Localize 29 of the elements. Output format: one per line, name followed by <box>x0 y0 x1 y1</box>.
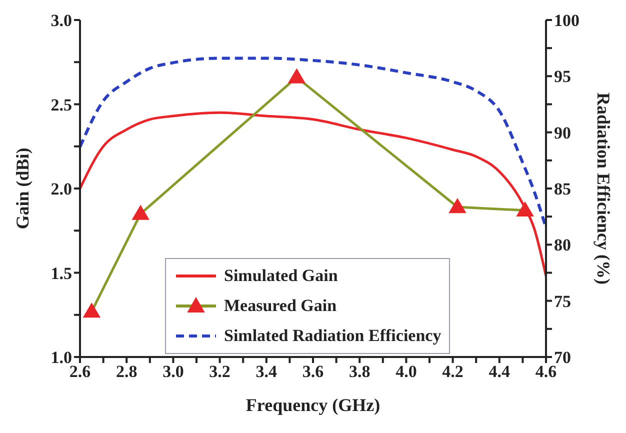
x-tick-label: 4.4 <box>488 362 511 382</box>
x-tick-label: 4.2 <box>442 362 464 382</box>
y-tick-label: 2.0 <box>50 180 72 199</box>
x-tick-label: 2.8 <box>116 362 138 382</box>
y-tick-label: 1.0 <box>50 348 72 368</box>
x-tick-label: 3.6 <box>302 362 324 382</box>
x-tick-label: 2.6 <box>69 362 91 382</box>
y-tick-label: 1.5 <box>50 264 72 283</box>
legend-label: Simulated Gain <box>224 266 338 286</box>
legend-label: Measured Gain <box>224 296 337 316</box>
y-tick-label: 2.5 <box>50 95 72 114</box>
y2-tick-label: 75 <box>554 292 571 311</box>
x-tick-label: 3.2 <box>209 362 230 382</box>
y2-tick-label: 85 <box>554 180 571 199</box>
y2-tick-label: 100 <box>554 11 580 30</box>
x-tick-label: 3.0 <box>162 362 184 382</box>
y2-tick-label: 90 <box>554 123 571 142</box>
x-tick-label: 4.0 <box>396 362 417 382</box>
y2-tick-label: 95 <box>554 67 571 86</box>
y-tick-label: 3.0 <box>50 11 72 30</box>
x-tick-label: 4.6 <box>535 362 557 382</box>
y2-tick-label: 80 <box>554 236 571 255</box>
y2-axis-title: Radiation Efficiency (%) <box>594 92 614 284</box>
y-axis-title: Gain (dBi) <box>12 148 32 230</box>
legend-label: Simlated Radiation Efficiency <box>224 326 442 346</box>
x-axis-title: Frequency (GHz) <box>246 395 380 415</box>
x-tick-label: 3.8 <box>348 362 370 382</box>
y2-tick-label: 70 <box>554 348 571 368</box>
x-tick-label: 3.4 <box>256 362 278 382</box>
